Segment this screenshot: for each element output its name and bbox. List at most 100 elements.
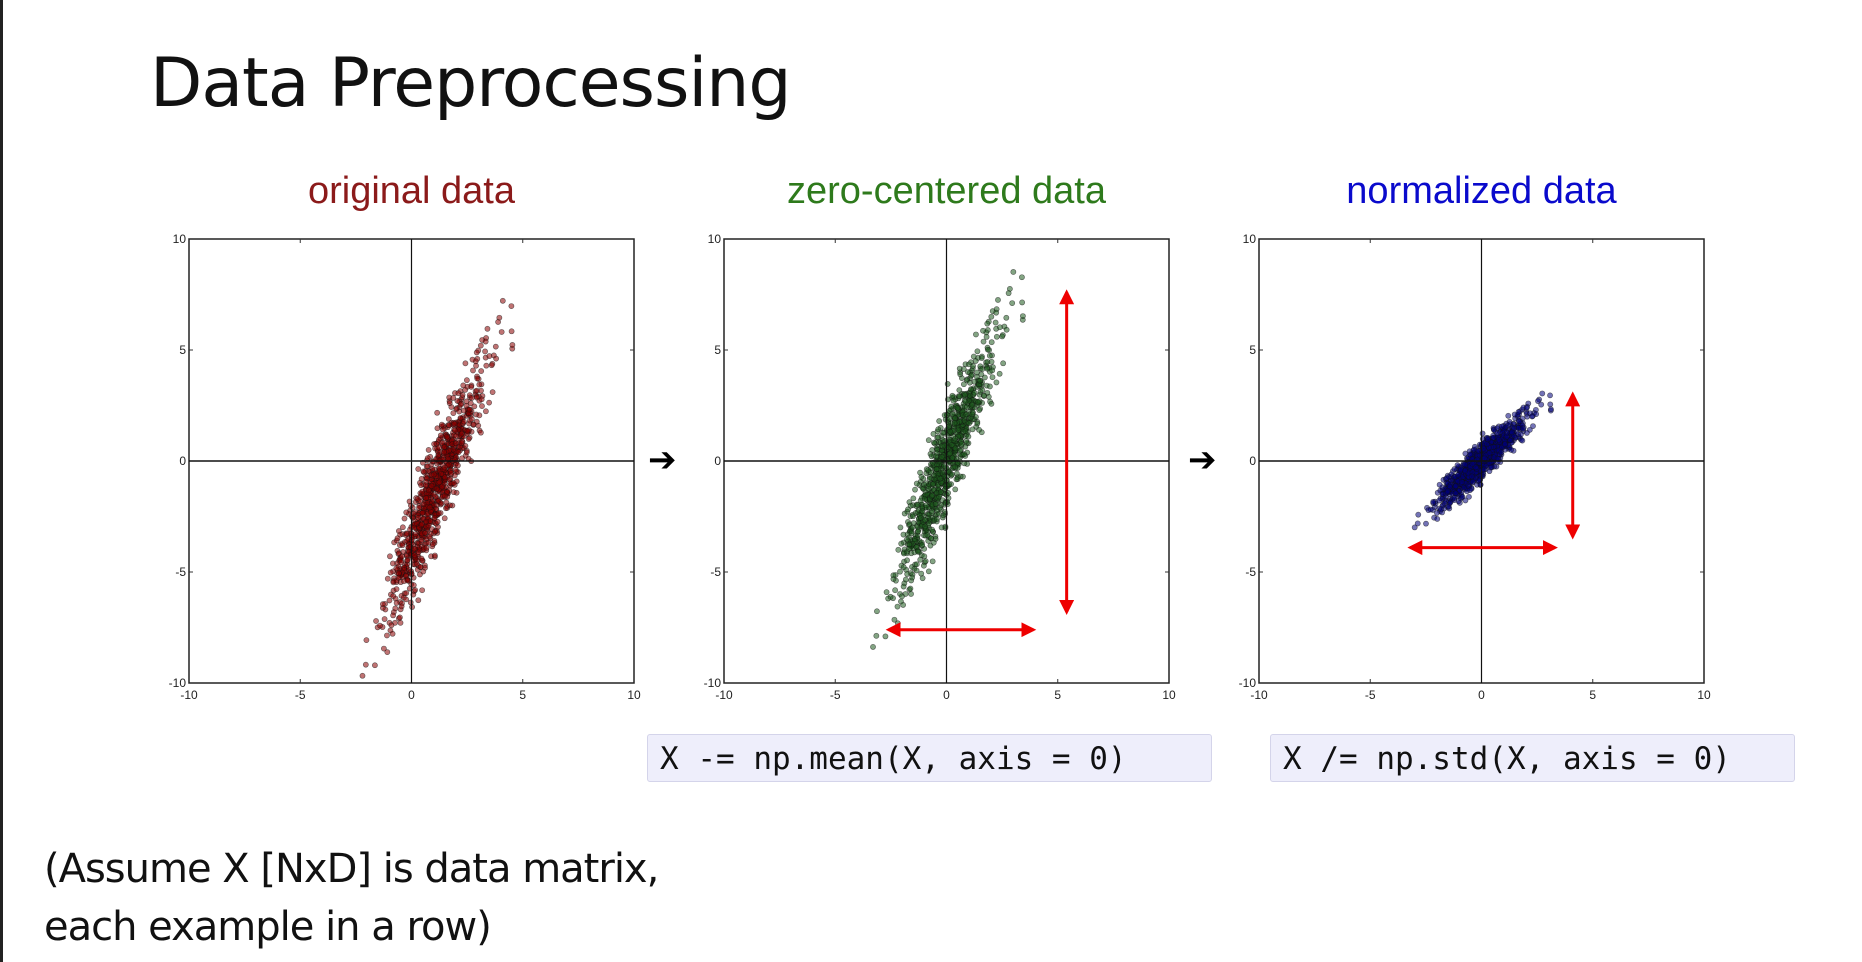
data-point	[993, 309, 1000, 316]
data-point	[900, 602, 907, 608]
data-point	[412, 531, 419, 538]
data-point	[430, 491, 437, 498]
data-point	[902, 576, 909, 583]
data-point	[1414, 520, 1421, 527]
data-point	[1509, 429, 1515, 436]
data-point	[464, 427, 471, 434]
data-point	[904, 571, 911, 577]
code-mean-subtraction: X -= np.mean(X, axis = 0)	[647, 734, 1212, 782]
x-tick-label: 0	[943, 688, 950, 702]
y-tick-label: -5	[710, 565, 721, 579]
data-point	[419, 587, 426, 594]
data-point	[993, 379, 1000, 386]
data-point	[977, 377, 983, 384]
data-point	[433, 485, 440, 492]
data-point	[1003, 314, 1010, 321]
y-tick-label: 10	[173, 232, 187, 246]
data-point	[420, 468, 427, 475]
data-point	[940, 512, 947, 519]
data-point	[448, 469, 455, 476]
data-point	[434, 518, 441, 525]
data-point	[905, 506, 911, 513]
data-point	[949, 392, 956, 399]
data-point	[393, 565, 400, 572]
data-point	[1019, 274, 1025, 281]
data-point	[883, 589, 890, 596]
data-point	[1481, 466, 1487, 473]
code-std-normalization: X /= np.std(X, axis = 0)	[1270, 734, 1795, 782]
data-point	[478, 368, 485, 374]
y-tick-label: 0	[179, 454, 186, 468]
data-point	[980, 327, 986, 334]
data-point	[942, 523, 949, 530]
data-point	[946, 415, 953, 422]
data-point	[949, 410, 956, 417]
data-point	[917, 497, 924, 504]
data-point	[969, 411, 976, 418]
data-point	[989, 367, 996, 374]
data-point	[390, 612, 397, 619]
data-point	[429, 541, 436, 548]
data-point	[1019, 299, 1026, 306]
data-point	[1505, 412, 1512, 419]
data-point	[989, 374, 996, 381]
data-point	[1508, 446, 1515, 453]
data-point	[925, 467, 932, 473]
y-tick-label: 10	[708, 232, 722, 246]
data-point	[508, 303, 515, 309]
data-point	[914, 501, 921, 508]
data-point	[935, 426, 942, 433]
data-point	[1010, 269, 1017, 275]
flow-arrow-icon: ➔	[648, 441, 677, 479]
data-point	[1461, 461, 1468, 468]
data-point	[961, 451, 968, 458]
data-point	[966, 361, 972, 368]
data-point	[425, 487, 432, 494]
data-point	[493, 355, 500, 362]
data-point	[937, 505, 943, 511]
data-point	[495, 319, 501, 325]
data-point	[900, 531, 907, 538]
data-point	[924, 532, 931, 538]
data-point	[966, 420, 973, 427]
data-point	[1451, 466, 1458, 472]
data-point	[431, 515, 438, 521]
data-point	[468, 395, 475, 401]
data-point	[910, 495, 917, 502]
x-tick-label: 5	[1589, 688, 1596, 702]
data-point	[1466, 493, 1472, 500]
x-tick-label: 10	[1162, 688, 1176, 702]
y-tick-label: 5	[1249, 343, 1256, 357]
data-point	[981, 392, 987, 399]
data-point	[969, 426, 976, 433]
data-point	[1501, 441, 1508, 448]
chart-title-original: original data	[307, 170, 516, 212]
data-point	[986, 352, 993, 359]
data-point	[931, 439, 937, 446]
data-point	[477, 342, 484, 349]
data-point	[386, 597, 393, 604]
data-point	[900, 583, 907, 590]
data-point	[468, 416, 475, 422]
data-point	[925, 486, 932, 492]
x-tick-label: 5	[1054, 688, 1061, 702]
note-line-2: each example in a row)	[44, 904, 492, 950]
data-point	[1548, 406, 1554, 413]
data-point	[1009, 300, 1016, 307]
data-point	[403, 596, 409, 603]
data-point	[894, 620, 901, 627]
data-point	[1441, 500, 1448, 507]
x-tick-label: 5	[519, 688, 526, 702]
data-point	[1000, 360, 1007, 367]
data-point	[909, 574, 916, 581]
data-point	[1458, 479, 1465, 485]
data-point	[438, 421, 445, 428]
data-point	[946, 481, 953, 488]
data-point	[1459, 493, 1466, 500]
data-point	[980, 338, 987, 345]
data-point	[996, 370, 1003, 377]
data-point	[974, 420, 981, 427]
data-point	[482, 348, 488, 355]
data-point	[965, 433, 972, 440]
data-point	[929, 526, 935, 533]
